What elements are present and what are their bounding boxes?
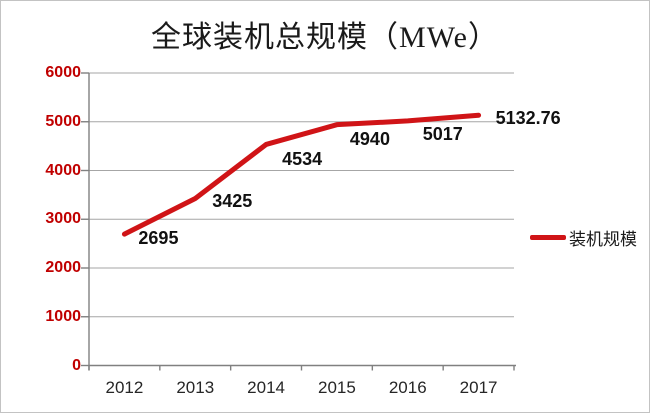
y-tick-label: 6000 bbox=[45, 64, 81, 81]
legend: 装机规模 bbox=[530, 225, 637, 250]
x-tick-label: 2015 bbox=[317, 378, 356, 397]
chart-title: 全球装机总规模（MWe） bbox=[151, 21, 499, 54]
x-tick-label: 2017 bbox=[459, 378, 498, 397]
y-tick-label: 0 bbox=[72, 356, 81, 374]
x-tick-label: 2016 bbox=[388, 378, 427, 397]
data-label: 5132.76 bbox=[495, 108, 561, 129]
legend-label: 装机规模 bbox=[569, 230, 637, 249]
legend-line-swatch bbox=[530, 235, 566, 240]
y-tick-label: 1000 bbox=[45, 307, 81, 325]
x-tick-label: 2014 bbox=[247, 378, 285, 397]
y-tick-label: 4000 bbox=[45, 161, 81, 179]
series-line bbox=[121, 112, 482, 237]
data-label: 2695 bbox=[138, 228, 179, 249]
x-tick-label: 2012 bbox=[105, 378, 144, 397]
x-tick-label: 2013 bbox=[176, 378, 215, 397]
data-label: 3425 bbox=[212, 190, 253, 211]
y-tick-label: 5000 bbox=[45, 112, 81, 130]
data-label: 5017 bbox=[422, 123, 463, 144]
data-label: 4534 bbox=[282, 149, 323, 170]
y-tick-label: 2000 bbox=[45, 259, 81, 276]
y-tick-label: 3000 bbox=[45, 210, 81, 228]
data-label: 4940 bbox=[349, 128, 390, 149]
